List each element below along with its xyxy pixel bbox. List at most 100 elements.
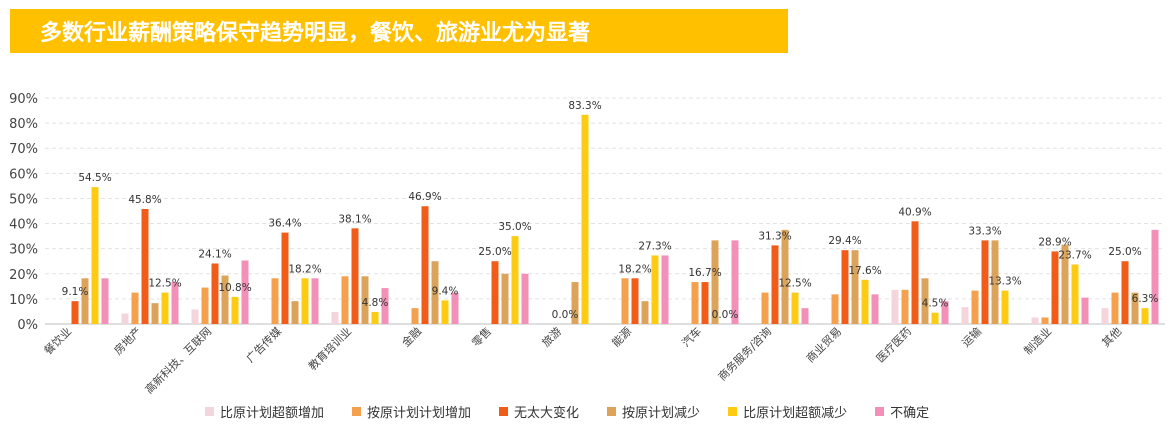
bar xyxy=(631,278,639,324)
bar xyxy=(971,290,979,324)
bar xyxy=(71,301,79,324)
data-label: 12.5% xyxy=(778,278,811,290)
bar xyxy=(1101,308,1109,324)
bar xyxy=(771,245,779,324)
bar xyxy=(731,240,739,324)
bar xyxy=(81,278,89,324)
data-label: 33.3% xyxy=(968,225,1001,237)
bar xyxy=(211,263,219,324)
data-label: 38.1% xyxy=(338,213,371,225)
bar xyxy=(1131,292,1139,324)
x-tick-label: 餐饮业 xyxy=(41,324,74,357)
bar xyxy=(571,282,579,324)
x-tick-label: 能源 xyxy=(609,324,634,349)
legend-label: 比原计划超额减少 xyxy=(743,405,848,421)
bar xyxy=(351,228,359,324)
bar xyxy=(651,255,659,324)
y-tick-label: 90% xyxy=(9,92,38,107)
x-tick-label: 其他 xyxy=(1099,325,1124,350)
bar xyxy=(1051,251,1059,324)
data-label: 36.4% xyxy=(268,218,301,230)
bar xyxy=(91,187,99,324)
data-label: 29.4% xyxy=(828,235,861,247)
legend-swatch xyxy=(499,406,509,416)
bar xyxy=(371,311,379,324)
bar xyxy=(871,294,879,324)
bar xyxy=(861,279,869,324)
y-tick-label: 20% xyxy=(9,268,38,283)
legend-label: 按原计划减少 xyxy=(622,405,701,421)
bar xyxy=(801,308,809,324)
bar xyxy=(271,278,279,324)
bar xyxy=(841,250,849,324)
chart-title: 多数行业薪酬策略保守趋势明显，餐饮、旅游业尤为显著 xyxy=(40,21,591,46)
data-label: 25.0% xyxy=(478,246,511,258)
chart-legend: 比原计划超额增加 按原计划计划增加 无太大变化 按原计划减少 比原计划超额减少 不确定 xyxy=(205,400,1005,422)
data-label: 54.5% xyxy=(78,172,111,184)
bar xyxy=(1071,264,1079,324)
data-label: 18.2% xyxy=(618,263,651,275)
legend-entry: 比原计划超额减少 xyxy=(728,402,847,421)
x-tick-label: 高新科技、互联网 xyxy=(142,324,214,396)
y-tick-label: 80% xyxy=(9,117,38,132)
legend-swatch xyxy=(728,406,738,416)
y-tick-label: 10% xyxy=(9,293,38,308)
bar xyxy=(101,278,109,324)
bar xyxy=(191,309,199,324)
bar xyxy=(1121,261,1129,324)
legend-swatch xyxy=(205,406,214,416)
bar xyxy=(331,311,339,324)
bar xyxy=(791,292,799,324)
data-label: 25.0% xyxy=(1108,246,1141,258)
data-label: 16.7% xyxy=(688,267,721,279)
legend-entry: 按原计划减少 xyxy=(607,402,700,421)
bar xyxy=(691,282,699,324)
data-label: 12.5% xyxy=(148,278,181,290)
data-label: 45.8% xyxy=(128,194,161,206)
bar xyxy=(1031,317,1039,324)
x-tick-label: 金融 xyxy=(399,324,424,349)
bar xyxy=(761,292,769,324)
bar xyxy=(361,276,369,324)
legend-label: 比原计划超额增加 xyxy=(220,405,325,421)
bar xyxy=(341,276,349,324)
y-tick-label: 60% xyxy=(9,167,38,182)
bar xyxy=(921,278,929,324)
bar xyxy=(151,303,159,324)
data-label: 17.6% xyxy=(848,265,881,277)
data-label: 31.3% xyxy=(758,230,791,242)
bar xyxy=(851,250,859,324)
x-tick-label: 运输 xyxy=(959,324,984,349)
data-label: 9.4% xyxy=(432,285,459,297)
bar xyxy=(201,287,209,324)
data-label: 40.9% xyxy=(898,206,931,218)
bar xyxy=(1081,297,1089,324)
bar xyxy=(141,208,149,324)
legend-swatch xyxy=(352,406,362,416)
legend-entry: 不确定 xyxy=(875,402,929,421)
data-label: 28.9% xyxy=(1038,236,1071,248)
legend-entry: 比原计划超额增加 xyxy=(205,402,324,421)
data-label: 46.9% xyxy=(408,191,441,203)
x-tick-label: 旅游 xyxy=(539,324,564,349)
bar xyxy=(1001,290,1009,324)
legend-label: 按原计划计划增加 xyxy=(367,405,472,421)
bar xyxy=(451,292,459,324)
bar xyxy=(121,313,129,324)
x-tick-label: 商务服务/咨询 xyxy=(715,324,774,383)
bar xyxy=(911,221,919,324)
bar xyxy=(901,289,909,324)
bar xyxy=(241,260,249,324)
bar xyxy=(171,282,179,324)
x-tick-label: 广告传媒 xyxy=(244,325,284,365)
data-label: 23.7% xyxy=(1058,249,1091,261)
legend-entry: 无太大变化 xyxy=(499,402,579,421)
data-label: 13.3% xyxy=(988,276,1021,288)
bar xyxy=(961,307,969,324)
bar xyxy=(501,273,509,324)
bar xyxy=(941,301,949,324)
bar xyxy=(381,288,389,324)
y-tick-label: 30% xyxy=(9,243,38,258)
x-tick-label: 零售 xyxy=(469,324,494,349)
